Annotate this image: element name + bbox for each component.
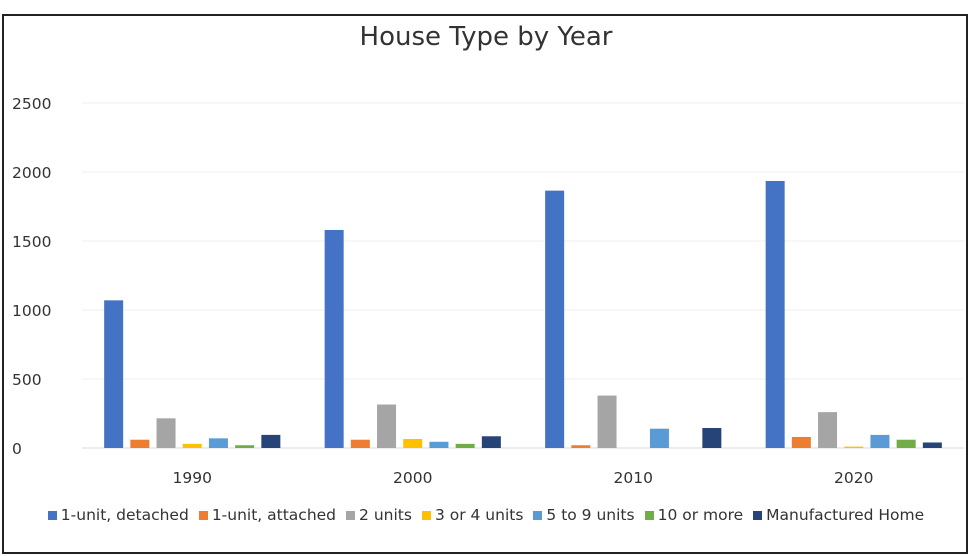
legend-swatch (47, 510, 57, 520)
bar (765, 180, 785, 448)
legend-label: 10 or more (657, 506, 744, 524)
bar (649, 428, 669, 448)
legend-label: Manufactured Home (766, 506, 925, 524)
bar (104, 300, 124, 448)
bar (130, 439, 150, 448)
x-tick-label: 2020 (834, 469, 873, 487)
legend-swatch (533, 510, 543, 520)
bar (791, 436, 811, 448)
bar-chart: 0 500 1000 1500 2000 2500 1990 2000 2010 2020 (12, 95, 964, 487)
y-tick-label: 500 (12, 371, 42, 389)
bar (702, 427, 722, 448)
legend-item: 5 to 9 units (533, 506, 635, 524)
x-tick-label: 2000 (393, 469, 432, 487)
bar (235, 445, 255, 448)
legend-swatch (421, 510, 431, 520)
bar (844, 446, 864, 448)
bar (870, 434, 890, 448)
bar (818, 412, 838, 448)
bar (896, 439, 916, 448)
legend-item: Manufactured Home (753, 506, 924, 524)
chart-legend: 1-unit, detached 1-unit, attached 2 units 3… (0, 506, 972, 524)
bar (571, 445, 591, 448)
legend-item: 2 units (346, 506, 412, 524)
legend-item: 10 or more (644, 506, 744, 524)
bar (455, 443, 475, 448)
bar (597, 395, 617, 448)
x-tick-label: 1990 (173, 469, 212, 487)
legend-item: 1-unit, detached (47, 506, 189, 524)
legend-item: 3 or 4 units (421, 506, 524, 524)
legend-swatch (644, 510, 654, 520)
legend-swatch (198, 510, 208, 520)
bar (208, 438, 228, 448)
bar (403, 439, 423, 448)
x-tick-label: 2010 (614, 469, 653, 487)
y-tick-label: 2000 (12, 164, 51, 182)
y-tick-label: 2500 (12, 95, 51, 113)
legend-label: 2 units (359, 506, 412, 524)
bar (156, 418, 176, 448)
bar (261, 434, 281, 448)
y-tick-label: 1000 (12, 302, 51, 320)
legend-label: 1-unit, attached (211, 506, 337, 524)
bar (922, 442, 942, 448)
legend-label: 3 or 4 units (434, 506, 524, 524)
y-tick-label: 0 (12, 440, 22, 458)
bar (481, 436, 501, 448)
legend-swatch (753, 510, 763, 520)
legend-item: 1-unit, attached (198, 506, 337, 524)
chart-frame (2, 14, 968, 554)
bar (350, 439, 370, 448)
bar (429, 441, 449, 448)
bar (377, 404, 397, 448)
chart-title: House Type by Year (359, 22, 613, 52)
y-tick-label: 1500 (12, 233, 51, 251)
bar (182, 443, 202, 448)
bar (324, 229, 344, 448)
legend-label: 1-unit, detached (60, 506, 189, 524)
legend-label: 5 to 9 units (546, 506, 635, 524)
bar (545, 190, 565, 448)
legend-swatch (346, 510, 356, 520)
